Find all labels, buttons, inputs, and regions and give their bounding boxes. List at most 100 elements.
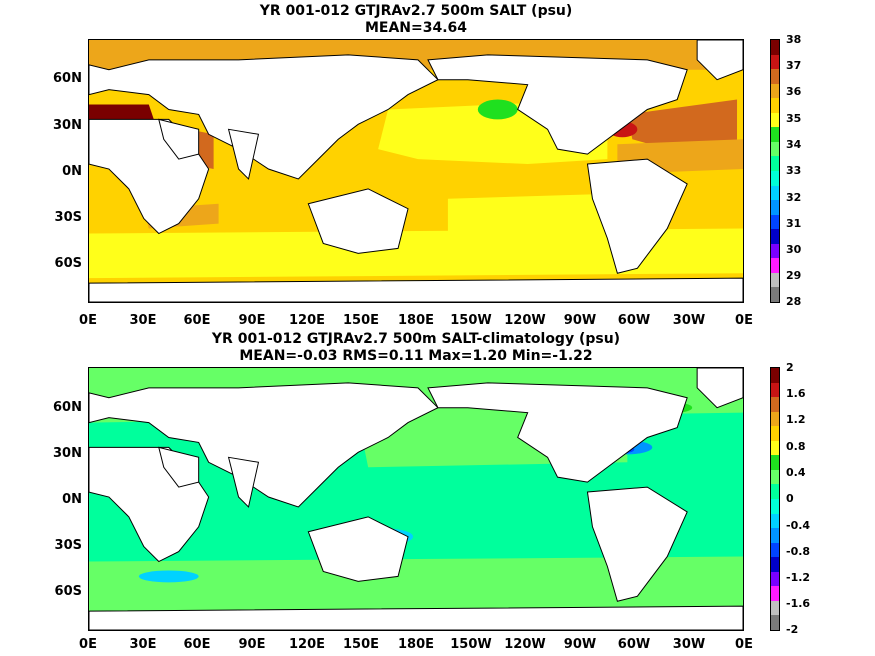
panel2-colorbar-label: -0.8 [786, 545, 811, 558]
south-atlantic-negative [138, 570, 199, 583]
panel2-lon-label: 150E [342, 637, 380, 652]
panel1-lat-label: 30S [54, 210, 82, 225]
panel1-lon-label: 150E [342, 313, 380, 328]
colorbar-swatch [771, 229, 779, 244]
colorbar-swatch [771, 40, 779, 55]
eurasia [89, 54, 439, 180]
panel1-colorbar [770, 39, 780, 303]
panel2-title-line2: MEAN=-0.03 RMS=0.11 Max=1.20 Min=-1.22 [239, 348, 593, 364]
panel2-colorbar-label: -0.4 [786, 519, 811, 532]
panel1-lon-label: 180E [397, 313, 435, 328]
colorbar-swatch [771, 615, 779, 630]
colorbar-swatch [771, 185, 779, 201]
colorbar-swatch [771, 272, 779, 288]
southern-band [89, 556, 743, 612]
colorbar-swatch [771, 141, 779, 157]
colorbar-swatch [771, 287, 779, 302]
colorbar-swatch [771, 368, 779, 383]
panel2-lat-label: 30N [53, 446, 82, 461]
north-pacific-fresh [477, 99, 518, 120]
panel1-colorbar-label: 29 [786, 269, 802, 282]
panel2-colorbar-label: 0.4 [786, 466, 806, 479]
colorbar-swatch [771, 528, 779, 543]
panel1-salinity-map [88, 39, 744, 303]
colorbar-swatch [771, 83, 779, 99]
colorbar-swatch [771, 214, 779, 230]
panel2-lon-label: 120W [504, 637, 546, 652]
panel1-colorbar-label: 32 [786, 191, 802, 204]
india [227, 128, 260, 180]
panel1-lon-label: 0E [79, 313, 97, 328]
panel1-lat-label: 0N [62, 164, 82, 179]
colorbar-swatch [771, 54, 779, 70]
colorbar-swatch [771, 411, 779, 427]
panel2-lon-label: 90W [563, 637, 597, 652]
panel2-lon-label: 30W [672, 637, 706, 652]
colorbar-swatch [771, 499, 779, 514]
colorbar-swatch [771, 469, 779, 485]
panel1-colorbar-label: 34 [786, 138, 802, 151]
colorbar-swatch [771, 571, 779, 587]
panel2-colorbar-label: 0 [786, 492, 794, 505]
panel2-anomaly-map [88, 367, 744, 631]
colorbar-swatch [771, 397, 779, 412]
panel1-lon-label: 120W [504, 313, 546, 328]
panel2-lon-label: 60W [617, 637, 651, 652]
colorbar-swatch [771, 171, 779, 186]
southern-band [89, 228, 743, 279]
panel1-lon-label: 150W [450, 313, 492, 328]
panel1-colorbar-label: 35 [786, 112, 802, 125]
colorbar-swatch [771, 586, 779, 601]
panel1-colorbar-label: 30 [786, 243, 802, 256]
colorbar-swatch [771, 600, 779, 616]
land-masses [89, 368, 743, 630]
colorbar-swatch [771, 440, 779, 456]
panel1-colorbar-label: 31 [786, 217, 802, 230]
panel2-title-line1: YR 001-012 GTJRAv2.7 500m SALT-climatolo… [211, 331, 621, 347]
panel2-lon-label: 0E [735, 637, 753, 652]
australia [307, 516, 409, 582]
colorbar-swatch [771, 455, 779, 470]
panel1-title-line1: YR 001-012 GTJRAv2.7 500m SALT (psu) [259, 3, 573, 19]
panel2-lat-label: 60N [53, 400, 82, 415]
panel2-colorbar-label: -1.2 [786, 571, 811, 584]
colorbar-swatch [771, 258, 779, 273]
panel2-colorbar-label: 1.2 [786, 413, 806, 426]
arabia [158, 446, 200, 488]
panel1-lon-label: 60E [183, 313, 211, 328]
colorbar-swatch [771, 200, 779, 215]
australia [307, 188, 409, 254]
greenland [696, 368, 743, 409]
panel2-colorbar-label: -2 [786, 623, 799, 636]
panel2-colorbar-label: 0.8 [786, 440, 806, 453]
panel1-lon-label: 30W [672, 313, 706, 328]
panel2-lon-label: 60E [183, 637, 211, 652]
colorbar-swatch [771, 98, 779, 113]
med-sea [89, 104, 154, 120]
colorbar-swatch [771, 243, 779, 259]
panel1-title-line2: MEAN=34.64 [364, 20, 468, 36]
colorbar-swatch [771, 426, 779, 441]
panel2-colorbar-label: -1.6 [786, 597, 811, 610]
panel1-lon-label: 60W [617, 313, 651, 328]
antarctica [89, 605, 743, 630]
antarctica [89, 277, 743, 302]
land-masses [89, 40, 743, 302]
south-pacific-high [447, 193, 608, 244]
panel2-lat-label: 30S [54, 538, 82, 553]
panel2-lat-label: 60S [54, 584, 82, 599]
panel1-lon-label: 90E [238, 313, 266, 328]
panel1-lon-label: 90W [563, 313, 597, 328]
colorbar-swatch [771, 112, 779, 128]
panel1-lon-label: 0E [735, 313, 753, 328]
panel2-lat-label: 0N [62, 492, 82, 507]
panel1-colorbar-label: 36 [786, 85, 802, 98]
panel2-lon-label: 90E [238, 637, 266, 652]
panel2-colorbar-label: 1.6 [786, 387, 806, 400]
panel1-colorbar-label: 38 [786, 33, 802, 46]
panel2-lon-label: 0E [79, 637, 97, 652]
panel2-lon-label: 30E [129, 637, 157, 652]
north-atlantic-salty [627, 99, 738, 155]
south-america [586, 486, 688, 602]
colorbar-swatch [771, 484, 779, 499]
